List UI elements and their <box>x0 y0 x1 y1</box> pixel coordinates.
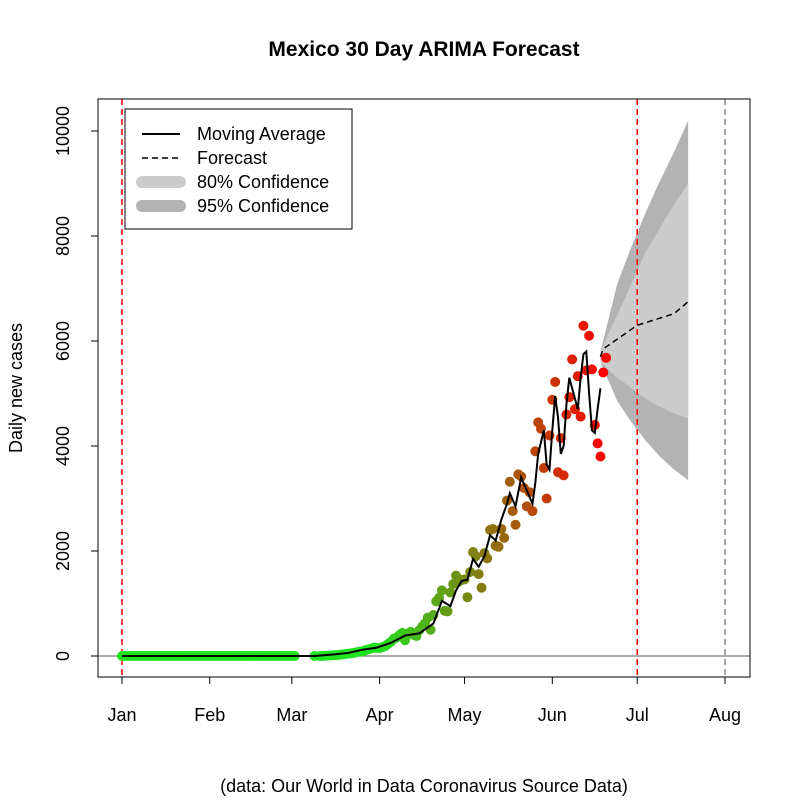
data-point <box>487 523 498 534</box>
data-point <box>436 585 447 596</box>
data-point <box>476 582 487 593</box>
data-point <box>504 476 515 487</box>
moving-average-line <box>122 349 602 657</box>
legend-label-forecast: Forecast <box>197 148 267 168</box>
data-point <box>541 493 552 504</box>
y-tick-label-2000: 2000 <box>53 531 73 571</box>
data-point <box>558 470 569 481</box>
data-point <box>575 411 586 422</box>
y-tick-label-4000: 4000 <box>53 426 73 466</box>
plot-area: Jan Feb Mar Apr May Jun Jul Aug 0 2000 4000 6000 800… <box>53 98 751 725</box>
x-tick-label-mar: Mar <box>276 705 307 725</box>
x-tick-label-jan: Jan <box>107 705 136 725</box>
y-axis-label: Daily new cases <box>6 323 26 453</box>
x-tick-label-may: May <box>448 705 482 725</box>
x-tick-label-jun: Jun <box>538 705 567 725</box>
legend-label-moving-average: Moving Average <box>197 124 326 144</box>
data-point <box>595 451 606 462</box>
data-point <box>592 438 603 449</box>
data-point <box>598 367 609 378</box>
y-tick-label-10000: 10000 <box>53 106 73 156</box>
legend: Moving Average Forecast 80% Confidence 95% … <box>124 108 353 230</box>
data-point <box>586 364 597 375</box>
ci80-band <box>600 183 689 419</box>
data-point <box>445 587 456 598</box>
x-tick-label-feb: Feb <box>194 705 225 725</box>
data-point <box>507 506 518 517</box>
data-source-caption: (data: Our World in Data Coronavirus Sou… <box>220 776 628 796</box>
data-point <box>473 569 484 580</box>
x-tick-label-aug: Aug <box>709 705 741 725</box>
data-point <box>584 330 595 341</box>
data-point <box>442 606 453 617</box>
y-tick-label-8000: 8000 <box>53 216 73 256</box>
x-tick-label-apr: Apr <box>366 705 394 725</box>
legend-label-95-confidence: 95% Confidence <box>197 196 329 216</box>
legend-label-80-confidence: 80% Confidence <box>197 172 329 192</box>
x-tick-label-jul: Jul <box>626 705 649 725</box>
y-tick-label-0: 0 <box>53 651 73 661</box>
chart-title: Mexico 30 Day ARIMA Forecast <box>268 38 579 61</box>
data-point <box>550 376 561 387</box>
data-point <box>462 592 473 603</box>
data-point <box>567 354 578 365</box>
data-point <box>578 320 589 331</box>
y-tick-label-6000: 6000 <box>53 321 73 361</box>
forecast-line <box>599 301 689 358</box>
data-point <box>601 352 612 363</box>
data-point <box>510 519 521 530</box>
data-point <box>493 541 504 552</box>
data-point <box>499 532 510 543</box>
plot-frame <box>97 98 751 678</box>
data-point <box>527 506 538 517</box>
